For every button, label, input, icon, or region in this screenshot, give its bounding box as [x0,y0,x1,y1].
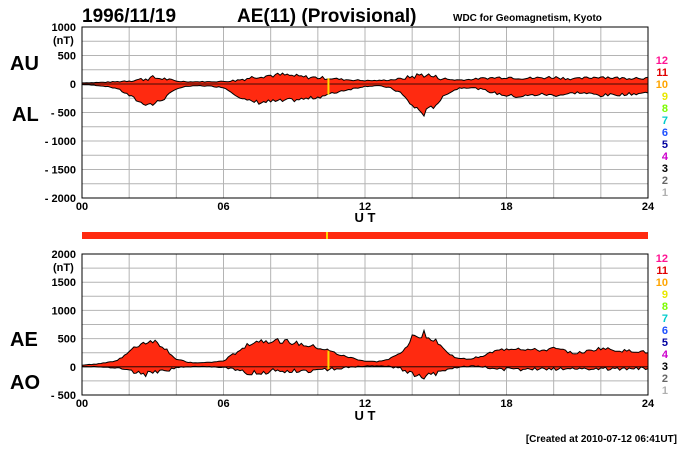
legend-station-3: 3 [662,163,668,175]
au-al-frame [81,26,649,199]
y-tick-label: - 2000 [45,193,76,205]
legend-station-8: 8 [662,103,668,115]
y-tick-label: - 1000 [45,136,76,148]
coverage-bar-fill [82,232,648,239]
legend-station-1: 1 [662,385,668,397]
x-tick-label: 00 [76,201,88,213]
legend-station-11: 11 [656,67,668,79]
legend-station-5: 5 [662,139,668,151]
y-tick-label: 0 [70,362,76,374]
y-tick-label: 500 [58,51,76,63]
legend-station-4: 4 [662,349,669,361]
au-label: AU [10,53,39,75]
y-tick-label: 1000 [52,305,76,317]
legend-station-3: 3 [662,361,668,373]
coverage-bar-marker [326,232,328,239]
data-coverage-bar [82,232,648,239]
x-tick-label: 18 [500,398,512,410]
y-tick-label: - 500 [51,390,76,402]
x-tick-label: 12 [359,398,371,410]
series-line-ae [81,328,649,366]
x-tick-label: 06 [217,201,229,213]
x-tick-label: 24 [642,201,655,213]
legend-station-9: 9 [662,91,668,103]
legend-station-6: 6 [662,325,668,337]
ae-ao-data [81,328,649,380]
x-tick-label: 12 [359,201,371,213]
legend-station-5: 5 [662,337,668,349]
au-al-x-label: U T [355,210,376,225]
au-al-x-axis: 00 06 12 18 24 [76,201,655,213]
ae-ao-x-axis: 00 06 12 18 24 [76,398,655,410]
y-tick-label: 0 [70,79,76,91]
legend-station-12: 12 [656,55,668,67]
legend-station-1: 1 [662,187,668,199]
legend-station-7: 7 [662,313,668,325]
au-al-unit: (nT) [53,35,74,47]
x-tick-label: 00 [76,398,88,410]
au-al-y-axis: 1000 500 0 - 500 - 1000 - 1500 - 2000 [45,22,76,205]
ae-label: AE [10,329,38,351]
ae-ao-unit: (nT) [53,262,74,274]
legend-station-9: 9 [662,289,668,301]
y-tick-label: 1500 [52,277,76,289]
x-tick-label: 18 [500,201,512,213]
ae-ao-y-axis: 2000 1500 1000 500 0 - 500 [51,249,76,402]
legend-station-12: 12 [656,253,668,265]
ao-label: AO [10,372,40,394]
series-line-au [82,72,649,84]
x-tick-label: 24 [642,398,655,410]
legend-station-4: 4 [662,151,669,163]
data-source: WDC for Geomagnetism, Kyoto [453,13,602,24]
ae-ao-x-label: U T [355,408,376,423]
y-tick-label: 500 [58,334,76,346]
legend-station-11: 11 [656,265,668,277]
y-tick-label: 2000 [52,249,76,261]
ae-ao-frame [81,253,649,396]
y-tick-label: - 500 [51,108,76,120]
au-al-data [81,72,649,118]
legend-station-10: 10 [656,79,668,91]
legend-station-10: 10 [656,277,668,289]
y-tick-label: 1000 [52,22,76,34]
x-tick-label: 06 [217,398,229,410]
legend-station-2: 2 [662,373,668,385]
series-line-al [81,84,649,118]
y-tick-label: - 1500 [45,165,76,177]
series-line-ao [81,365,649,380]
al-label: AL [12,104,39,126]
chart-title: AE(11) (Provisional) [237,6,417,27]
chart-date: 1996/11/19 [82,6,176,27]
created-timestamp: [Created at 2010-07-12 06:41UT] [526,434,677,445]
legend-station-8: 8 [662,301,668,313]
legend-station-2: 2 [662,175,668,187]
legend-station-6: 6 [662,127,668,139]
legend-station-7: 7 [662,115,668,127]
